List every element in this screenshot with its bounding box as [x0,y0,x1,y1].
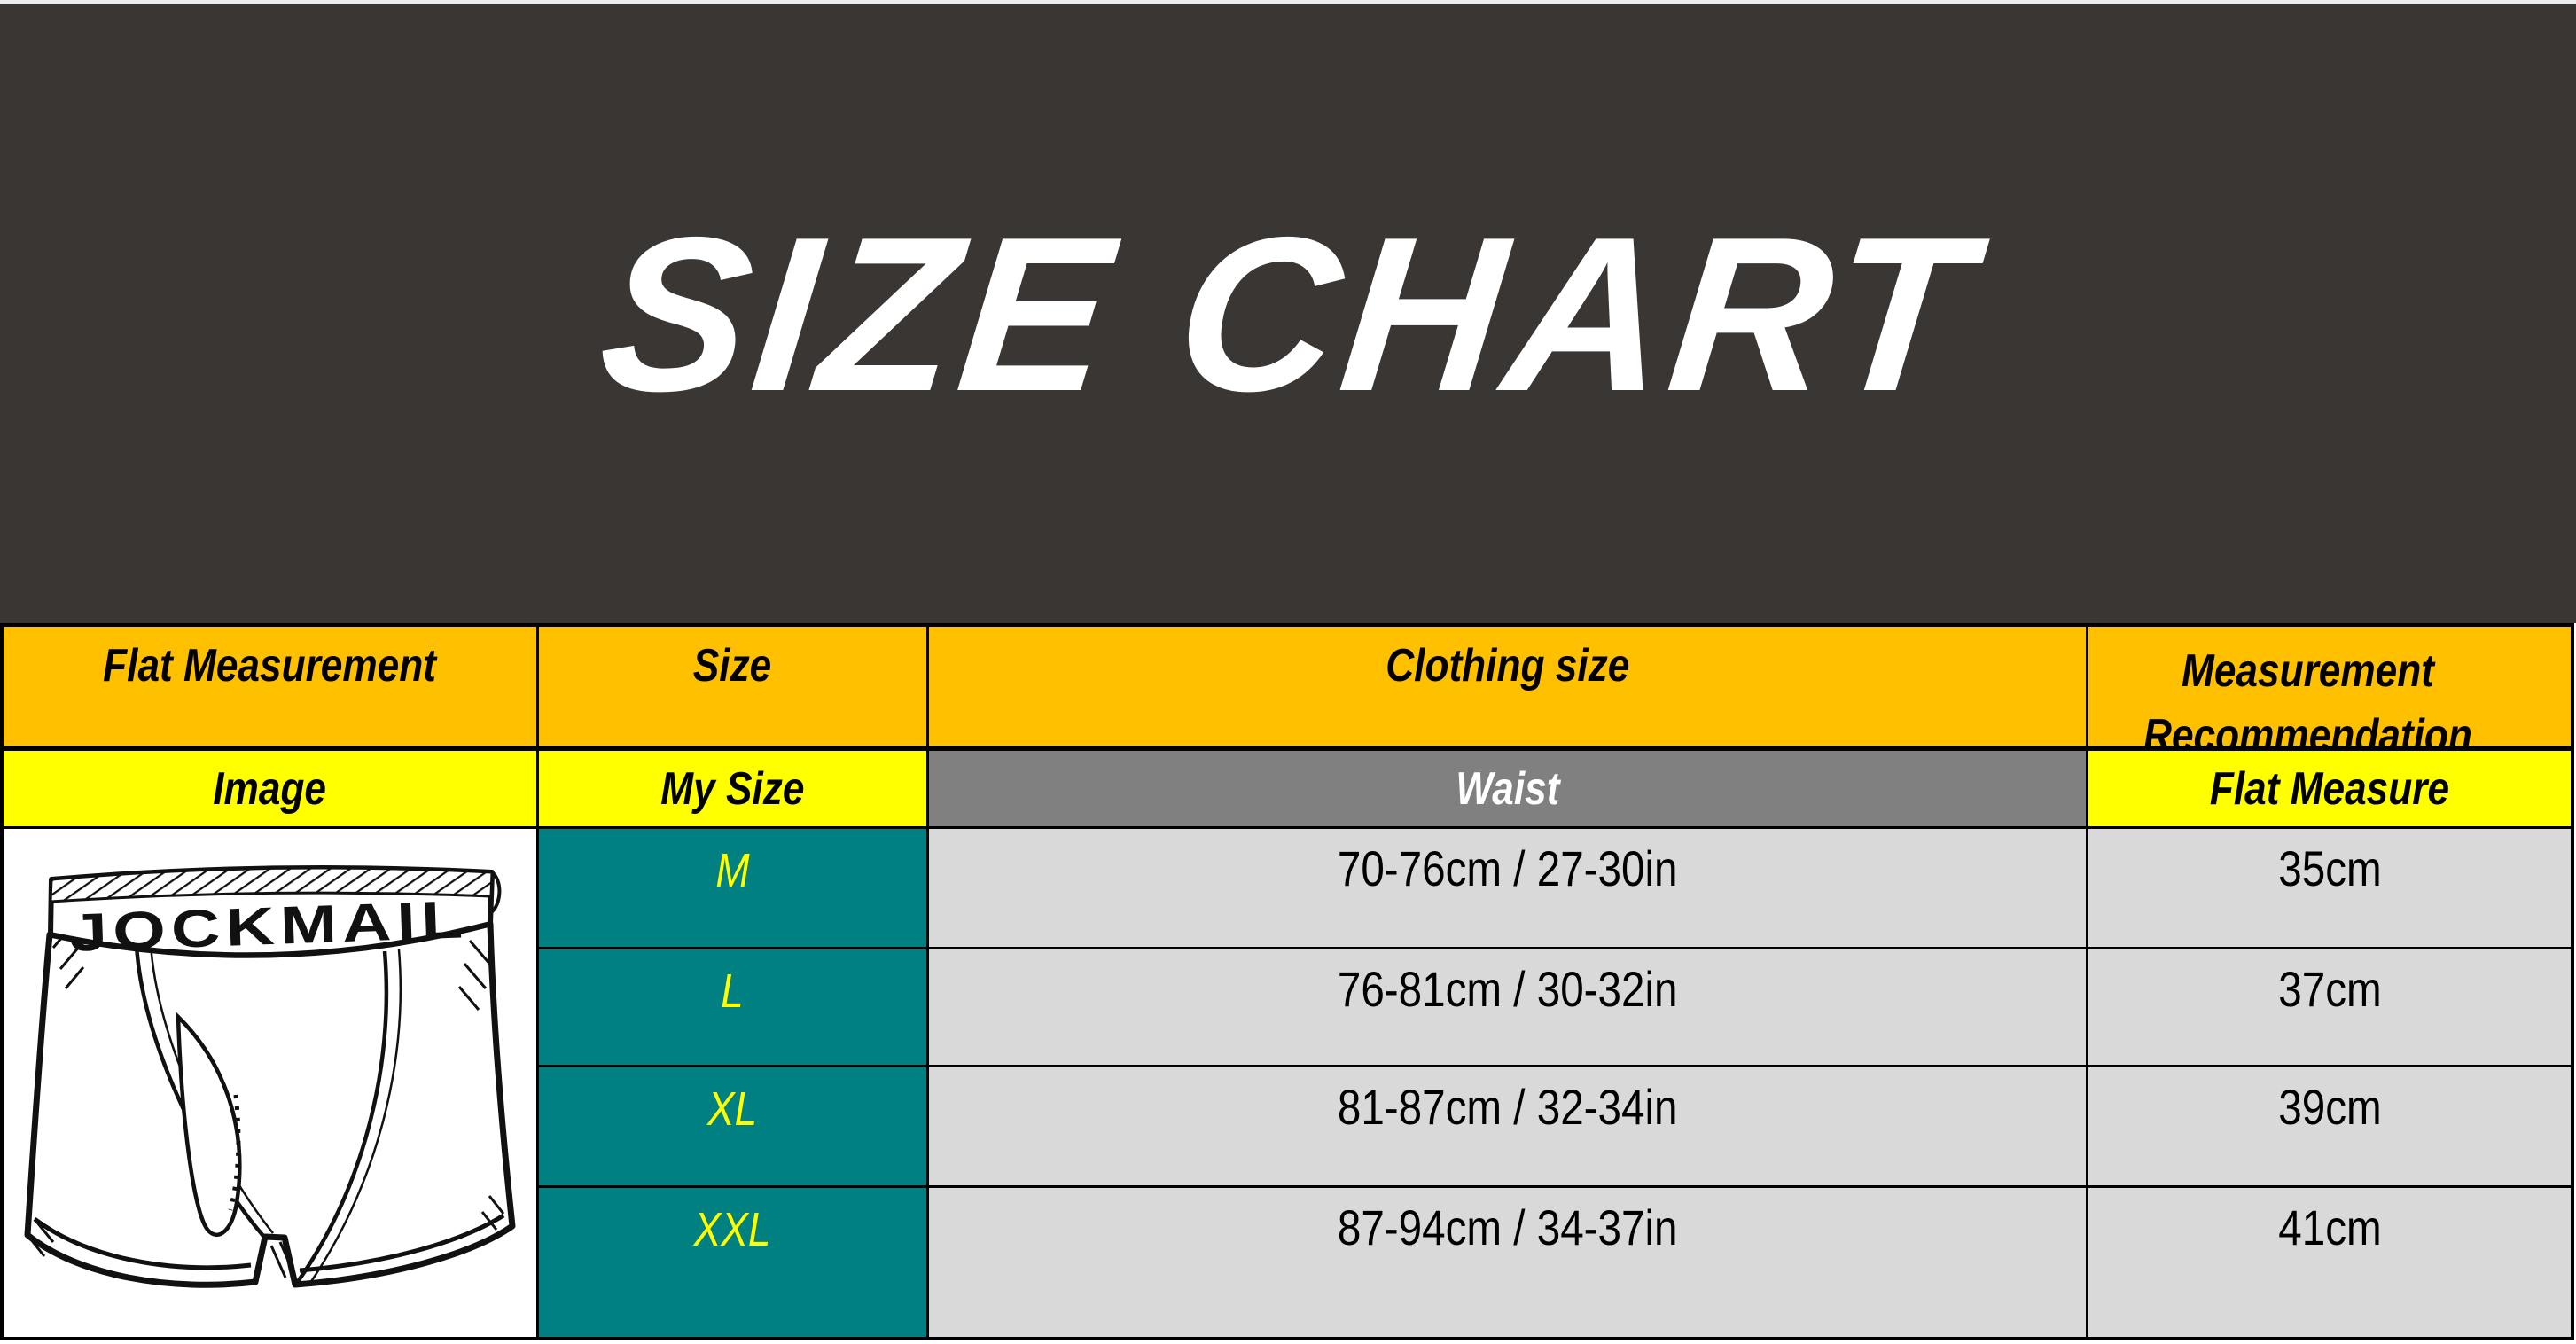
page-title: SIZE CHART [590,190,1986,437]
subheader-waist: Waist [929,751,2086,826]
header-flat-measurement: Flat Measurement [4,627,536,748]
fly-seam-right [295,950,389,1285]
size-m-label: M [715,844,750,897]
size-xxl-label: XXL [694,1203,771,1256]
pouch-opening [176,1012,242,1238]
header-clothing-size: Clothing size [929,627,2086,748]
header-measurement-recommendation: Measurement Recommendation [2088,627,2571,748]
right-hem-line [299,1213,505,1273]
header-size-label: Size [693,640,772,692]
subheader-waist-label: Waist [1455,762,1560,815]
subheader-image: Image [4,751,536,826]
size-table: Flat Measurement Size Clothing size Meas… [0,623,2574,1340]
cell-flat-measure-xl: 39cm [2088,1067,2571,1185]
waistband-hatch-strip [49,866,494,903]
flat-measure-xxl-value: 41cm [2277,1199,2382,1255]
subheader-my-size-label: My Size [660,762,805,815]
header-flat-measurement-label: Flat Measurement [103,640,437,692]
subheader-my-size: My Size [539,751,926,826]
cell-waist-l: 76-81cm / 30-32in [929,949,2086,1065]
waistband-end-fold [488,871,502,915]
waist-l-value: 76-81cm / 30-32in [1337,961,1678,1017]
subheader-image-label: Image [213,762,327,815]
size-l-label: L [721,965,745,1018]
flat-measure-xl-value: 39cm [2277,1079,2382,1135]
product-image-cell: JOCKMAIL [4,829,536,1337]
right-lower-hatching [480,1195,505,1231]
left-hem-line [33,1216,252,1270]
header-clothing-size-label: Clothing size [1385,640,1630,692]
subheader-flat-measure-label: Flat Measure [2209,762,2450,815]
jockmail-logo-text: JOCKMAIL [68,889,469,963]
flat-measure-l-value: 37cm [2277,961,2382,1017]
pouch-hatch-ticks [228,1094,241,1211]
title-banner: SIZE CHART [0,4,2576,623]
top-edge-strip [0,0,2576,4]
waist-m-value: 70-76cm / 27-30in [1337,840,1678,896]
size-xl-label: XL [707,1082,758,1136]
crotch-hatching [269,1241,294,1278]
flat-measure-m-value: 35cm [2277,840,2382,896]
underwear-illustration: JOCKMAIL [24,865,516,1288]
header-size: Size [539,627,926,748]
waist-xl-value: 81-87cm / 32-34in [1337,1079,1678,1135]
cell-flat-measure-m: 35cm [2088,829,2571,947]
header-measurement-recommendation-label: Measurement Recommendation [2143,645,2472,748]
cell-waist-xl: 81-87cm / 32-34in [929,1067,2086,1185]
left-lower-hatching [28,1222,55,1257]
cell-waist-xxl: 87-94cm / 34-37in [929,1188,2086,1337]
waist-xxl-value: 87-94cm / 34-37in [1337,1199,1678,1255]
cell-flat-measure-xxl: 41cm [2088,1188,2571,1337]
right-side-hatching [457,940,493,1011]
cell-flat-measure-l: 37cm [2088,949,2571,1065]
cell-waist-m: 70-76cm / 27-30in [929,829,2086,947]
cell-size-xl: XL [539,1067,926,1185]
fly-seam-right-inner [307,949,402,1286]
cell-size-m: M [539,829,926,947]
subheader-flat-measure: Flat Measure [2088,751,2571,826]
cell-size-l: L [539,949,926,1065]
cell-size-xxl: XXL [539,1188,926,1337]
